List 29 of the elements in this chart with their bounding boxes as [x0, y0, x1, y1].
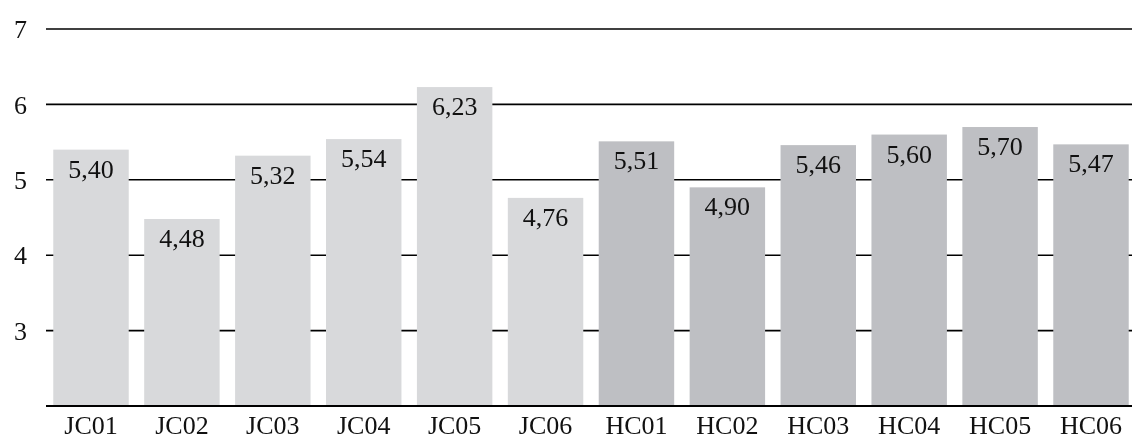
y-tick-label: 6 [14, 90, 27, 120]
x-tick-label: HC06 [1059, 411, 1123, 440]
data-label: 4,76 [522, 202, 569, 232]
y-tick-label: 4 [14, 241, 27, 271]
x-tick-label: JC03 [246, 411, 300, 440]
x-tick-label: JC04 [336, 411, 391, 440]
y-tick-label: 3 [14, 316, 27, 346]
y-tick-label: 7 [14, 15, 27, 45]
x-tick-label: HC02 [696, 411, 759, 440]
y-tick-label: 5 [14, 165, 27, 195]
data-label: 6,23 [431, 92, 478, 122]
data-label: 4,48 [159, 224, 205, 254]
x-tick-label: JC01 [64, 411, 118, 440]
x-tick-label: JC02 [155, 411, 209, 440]
x-tick-label: JC05 [427, 411, 482, 440]
data-label: 5,70 [977, 132, 1023, 162]
data-label: 5,54 [340, 144, 387, 174]
data-label: 5,32 [250, 160, 296, 190]
x-tick-label: JC06 [518, 411, 573, 440]
x-tick-label: HC04 [878, 411, 941, 440]
x-tick-label: HC05 [969, 411, 1032, 440]
x-tick-label: HC01 [605, 411, 668, 440]
data-label: 5,47 [1068, 149, 1114, 179]
data-label: 5,40 [68, 154, 114, 184]
data-label: 5,60 [886, 139, 932, 169]
data-label: 5,51 [613, 146, 660, 176]
data-label: 5,46 [795, 150, 842, 180]
data-label: 4,90 [704, 192, 751, 222]
x-tick-label: HC03 [787, 411, 850, 440]
